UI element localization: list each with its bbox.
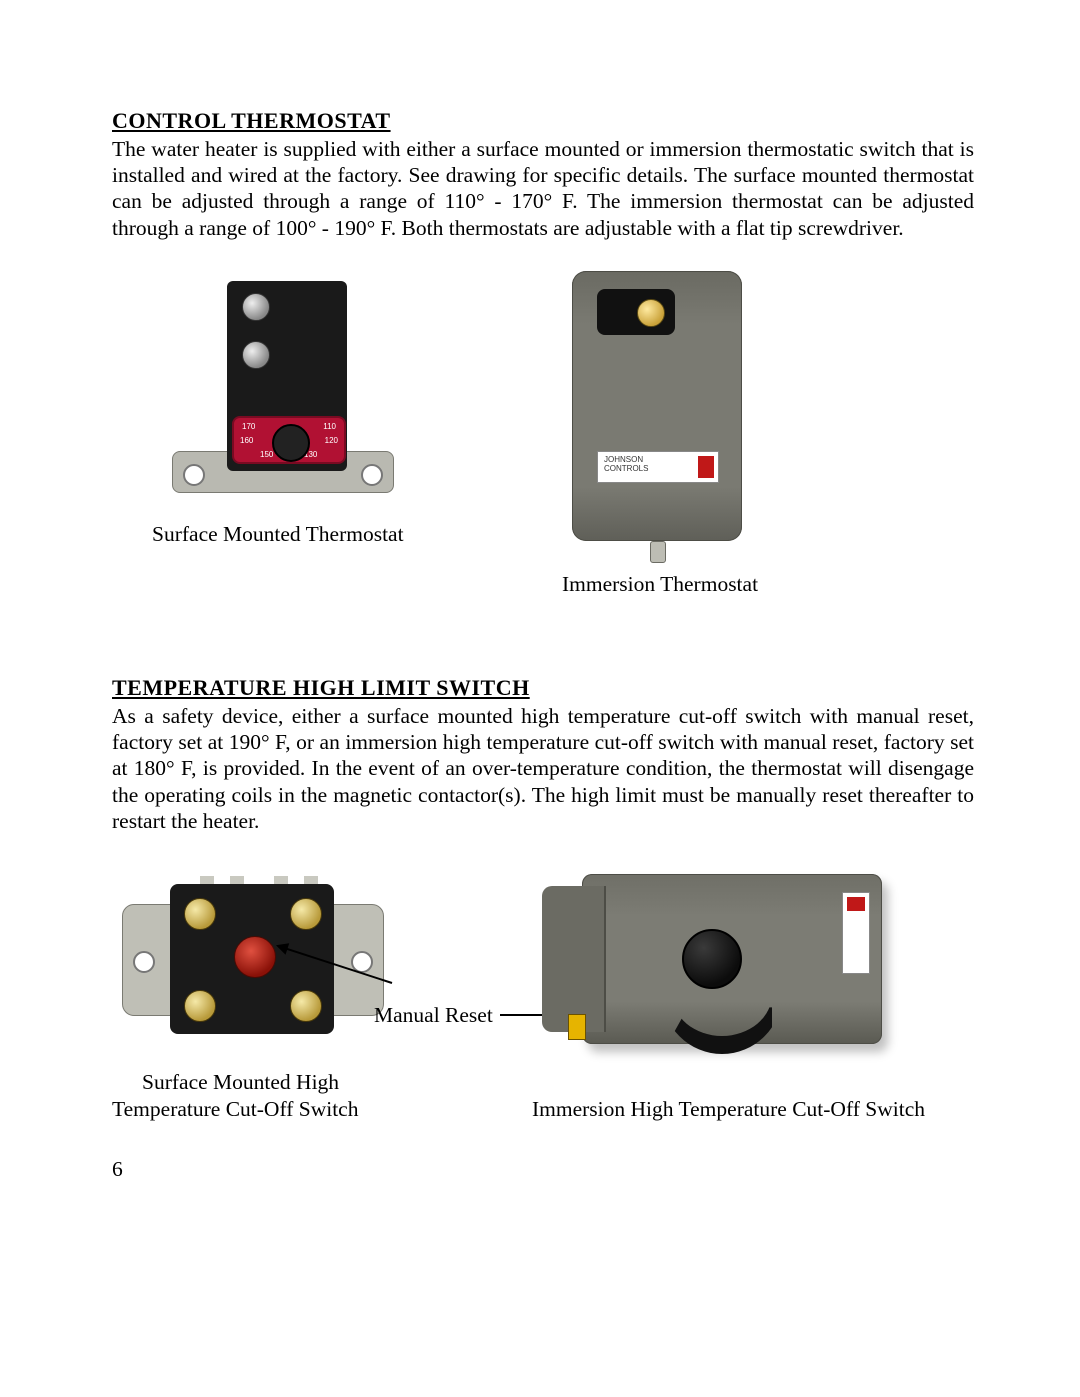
dial-number: 110	[323, 422, 336, 431]
dial-number: 140	[282, 450, 295, 459]
dial-number: 150	[260, 450, 273, 459]
smt-dial: 170 160 150 140 130 110 120	[232, 416, 346, 464]
section-high-limit: TEMPERATURE HIGH LIMIT SWITCH As a safet…	[112, 675, 974, 1134]
figure-immersion-high-limit	[542, 864, 892, 1059]
imt-dial-window	[597, 289, 675, 335]
imh-brand-plate	[842, 892, 870, 974]
caption-surface-mounted-thermostat: Surface Mounted Thermostat	[152, 521, 404, 548]
page: CONTROL THERMOSTAT The water heater is s…	[0, 0, 1080, 1397]
mount-hole-icon	[133, 951, 155, 973]
brand-text: JOHNSON CONTROLS	[604, 456, 648, 474]
caption-immersion-high-limit: Immersion High Temperature Cut-Off Switc…	[532, 1096, 925, 1123]
imh-body	[582, 874, 882, 1044]
imt-brand-label: JOHNSON CONTROLS	[597, 451, 719, 483]
terminal-screw-icon	[242, 293, 270, 321]
dial-number: 160	[240, 436, 253, 445]
dial-number: 130	[304, 450, 317, 459]
caption-surface-high-limit-1: Surface Mounted High	[142, 1069, 339, 1096]
callout-manual-reset: Manual Reset	[374, 1002, 493, 1029]
terminal-screw-icon	[184, 990, 216, 1022]
dial-number: 120	[325, 436, 338, 445]
figure-surface-mounted-thermostat: 170 160 150 140 130 110 120	[172, 281, 392, 511]
brand-line: CONTROLS	[604, 464, 648, 473]
brand-accent-icon	[698, 456, 714, 478]
imt-body: JOHNSON CONTROLS	[572, 271, 742, 541]
imh-front-face	[542, 886, 606, 1032]
terminal-screw-icon	[290, 898, 322, 930]
manual-reset-button-icon	[234, 936, 276, 978]
figure-immersion-thermostat: JOHNSON CONTROLS	[572, 271, 742, 561]
figure-row-1: 170 160 150 140 130 110 120 Surface Moun…	[112, 281, 974, 611]
mount-hole-icon	[361, 464, 383, 486]
content-column: CONTROL THERMOSTAT The water heater is s…	[112, 108, 974, 1134]
heading-control-thermostat: CONTROL THERMOSTAT	[112, 108, 974, 134]
caption-immersion-thermostat: Immersion Thermostat	[562, 571, 758, 598]
caption-surface-high-limit-2: Temperature Cut-Off Switch	[112, 1096, 358, 1123]
terminal-screw-icon	[242, 341, 270, 369]
dial-number: 170	[242, 422, 255, 431]
heading-high-limit: TEMPERATURE HIGH LIMIT SWITCH	[112, 675, 974, 701]
imh-reset-tab-icon	[568, 1014, 586, 1040]
page-number: 6	[112, 1157, 123, 1182]
mount-hole-icon	[183, 464, 205, 486]
terminal-screw-icon	[184, 898, 216, 930]
terminal-screw-icon	[290, 990, 322, 1022]
imh-knob-icon	[682, 929, 742, 989]
figure-surface-high-limit	[122, 874, 382, 1044]
imt-probe-icon	[650, 541, 666, 563]
para-high-limit: As a safety device, either a surface mou…	[112, 703, 974, 834]
imh-scale-icon	[662, 986, 762, 1026]
brand-line: JOHNSON	[604, 455, 643, 464]
para-control-thermostat: The water heater is supplied with either…	[112, 136, 974, 241]
figure-row-2: Manual Reset Surface Mounted High Temper…	[112, 874, 974, 1134]
